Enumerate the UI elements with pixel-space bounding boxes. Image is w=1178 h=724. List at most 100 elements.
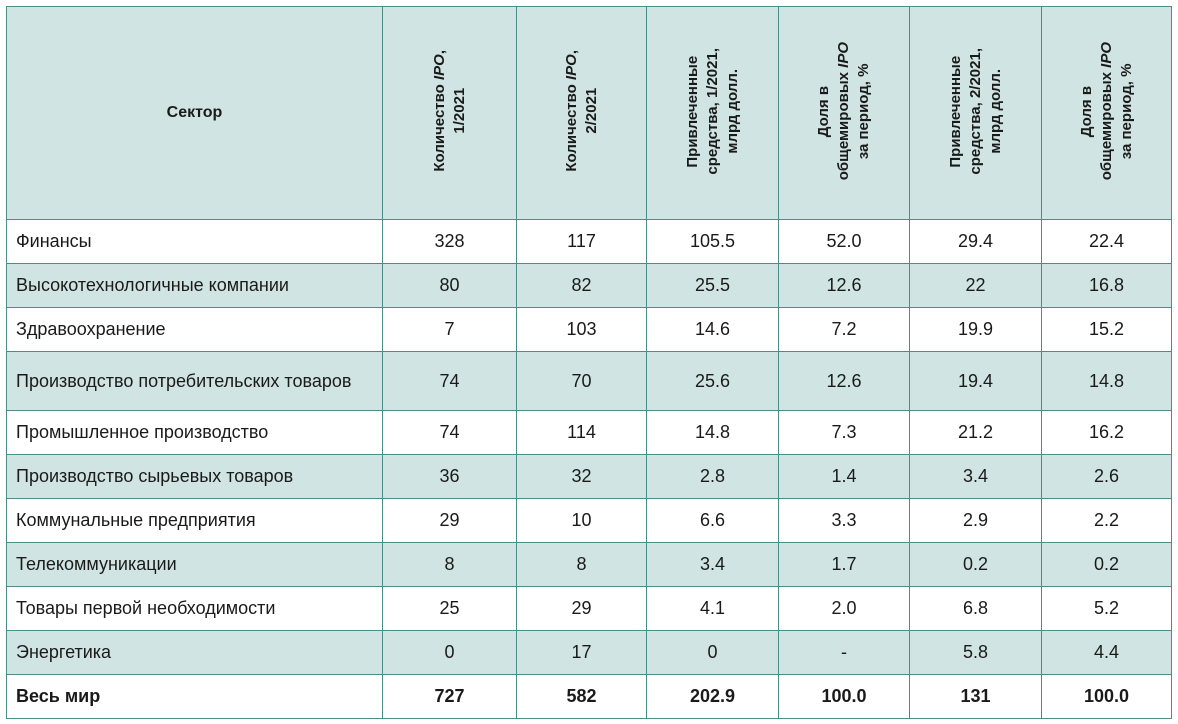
- table-cell: 5.2: [1041, 586, 1172, 631]
- table-row: Финансы 328 117 105.5 52.0 29.4 22.4: [6, 219, 1172, 264]
- table-cell: -: [778, 630, 910, 675]
- table-cell: 727: [382, 674, 517, 719]
- table-row: Промышленное производство 74 114 14.8 7.…: [6, 410, 1172, 455]
- table-row: Телекоммуникации 8 8 3.4 1.7 0.2 0.2: [6, 542, 1172, 587]
- table-cell: 14.8: [646, 410, 779, 455]
- table-row: Товары первой необходимости 25 29 4.1 2.…: [6, 586, 1172, 631]
- table-row: Производство потребительских товаров 74 …: [6, 351, 1172, 411]
- header-row: Сектор Количество IPO, 1/2021 Количество…: [6, 6, 1172, 220]
- table-cell: 1.4: [778, 454, 910, 499]
- table-cell: 21.2: [909, 410, 1042, 455]
- table-cell: 328: [382, 219, 517, 264]
- table-cell: 4.1: [646, 586, 779, 631]
- sector-name: Промышленное производство: [6, 410, 383, 455]
- header-ipo-count-1-2021: Количество IPO, 1/2021: [382, 6, 517, 220]
- total-row: Весь мир 727 582 202.9 100.0 131 100.0: [6, 674, 1172, 719]
- sector-name: Коммунальные предприятия: [6, 498, 383, 543]
- table-cell: 114: [516, 410, 647, 455]
- table-cell: 7: [382, 307, 517, 352]
- table-cell: 1.7: [778, 542, 910, 587]
- header-share-2-2021: Доля в общемировых IPO за период, %: [1041, 6, 1172, 220]
- sector-name: Товары первой необходимости: [6, 586, 383, 631]
- table-cell: 29: [516, 586, 647, 631]
- table-cell: 74: [382, 410, 517, 455]
- table-cell: 7.2: [778, 307, 910, 352]
- table-cell: 0.2: [1041, 542, 1172, 587]
- table-cell: 16.2: [1041, 410, 1172, 455]
- table-cell: 82: [516, 263, 647, 308]
- table-cell: 117: [516, 219, 647, 264]
- sector-name: Производство потребительских товаров: [6, 351, 383, 411]
- table-row: Производство сырьевых товаров 36 32 2.8 …: [6, 454, 1172, 499]
- table-cell: 14.6: [646, 307, 779, 352]
- table-cell: 2.6: [1041, 454, 1172, 499]
- sector-name: Весь мир: [6, 674, 383, 719]
- table-cell: 12.6: [778, 263, 910, 308]
- table-cell: 15.2: [1041, 307, 1172, 352]
- table-cell: 25: [382, 586, 517, 631]
- table-cell: 2.2: [1041, 498, 1172, 543]
- table-cell: 22.4: [1041, 219, 1172, 264]
- sector-name: Энергетика: [6, 630, 383, 675]
- table-cell: 25.6: [646, 351, 779, 411]
- header-sector: Сектор: [6, 6, 383, 220]
- table-cell: 131: [909, 674, 1042, 719]
- header-label: Привлеченные средства, 1/2021, млрд долл…: [683, 47, 741, 175]
- table-cell: 6.8: [909, 586, 1042, 631]
- table-cell: 32: [516, 454, 647, 499]
- table-cell: 105.5: [646, 219, 779, 264]
- table-cell: 2.9: [909, 498, 1042, 543]
- table-row: Высокотехнологичные компании 80 82 25.5 …: [6, 263, 1172, 308]
- table-row: Здравоохранение 7 103 14.6 7.2 19.9 15.2: [6, 307, 1172, 352]
- table-cell: 4.4: [1041, 630, 1172, 675]
- table-cell: 8: [516, 542, 647, 587]
- table-cell: 7.3: [778, 410, 910, 455]
- table-cell: 100.0: [778, 674, 910, 719]
- header-raised-2-2021: Привлеченные средства, 2/2021, млрд долл…: [909, 6, 1042, 220]
- table-cell: 202.9: [646, 674, 779, 719]
- table-cell: 2.0: [778, 586, 910, 631]
- table-cell: 36: [382, 454, 517, 499]
- table-row: Коммунальные предприятия 29 10 6.6 3.3 2…: [6, 498, 1172, 543]
- header-label: Количество IPO, 2/2021: [562, 50, 600, 172]
- sector-name: Высокотехнологичные компании: [6, 263, 383, 308]
- table-cell: 12.6: [778, 351, 910, 411]
- header-raised-1-2021: Привлеченные средства, 1/2021, млрд долл…: [646, 6, 779, 220]
- table-cell: 3.4: [646, 542, 779, 587]
- header-label: Привлеченные средства, 2/2021, млрд долл…: [946, 47, 1004, 175]
- table-cell: 19.9: [909, 307, 1042, 352]
- header-label: Количество IPO, 1/2021: [430, 50, 468, 172]
- table-cell: 74: [382, 351, 517, 411]
- ipo-sector-table: Сектор Количество IPO, 1/2021 Количество…: [6, 6, 1172, 719]
- table-cell: 0: [382, 630, 517, 675]
- table-cell: 16.8: [1041, 263, 1172, 308]
- sector-name: Телекоммуникации: [6, 542, 383, 587]
- header-label: Доля в общемировых IPO за период, %: [1077, 41, 1135, 181]
- table-cell: 29.4: [909, 219, 1042, 264]
- table-cell: 70: [516, 351, 647, 411]
- table-cell: 100.0: [1041, 674, 1172, 719]
- sector-name: Финансы: [6, 219, 383, 264]
- sector-name: Здравоохранение: [6, 307, 383, 352]
- table-cell: 25.5: [646, 263, 779, 308]
- table-cell: 3.3: [778, 498, 910, 543]
- table-cell: 6.6: [646, 498, 779, 543]
- table-cell: 103: [516, 307, 647, 352]
- table-cell: 17: [516, 630, 647, 675]
- table-cell: 14.8: [1041, 351, 1172, 411]
- header-label: Доля в общемировых IPO за период, %: [815, 41, 872, 181]
- table-cell: 8: [382, 542, 517, 587]
- table-cell: 29: [382, 498, 517, 543]
- table-cell: 19.4: [909, 351, 1042, 411]
- table-cell: 80: [382, 263, 517, 308]
- table-cell: 22: [909, 263, 1042, 308]
- table-cell: 10: [516, 498, 647, 543]
- table-cell: 2.8: [646, 454, 779, 499]
- table-cell: 3.4: [909, 454, 1042, 499]
- table-cell: 582: [516, 674, 647, 719]
- sector-name: Производство сырьевых товаров: [6, 454, 383, 499]
- table-cell: 52.0: [778, 219, 910, 264]
- table-row: Энергетика 0 17 0 - 5.8 4.4: [6, 630, 1172, 675]
- header-ipo-count-2-2021: Количество IPO, 2/2021: [516, 6, 647, 220]
- table-cell: 5.8: [909, 630, 1042, 675]
